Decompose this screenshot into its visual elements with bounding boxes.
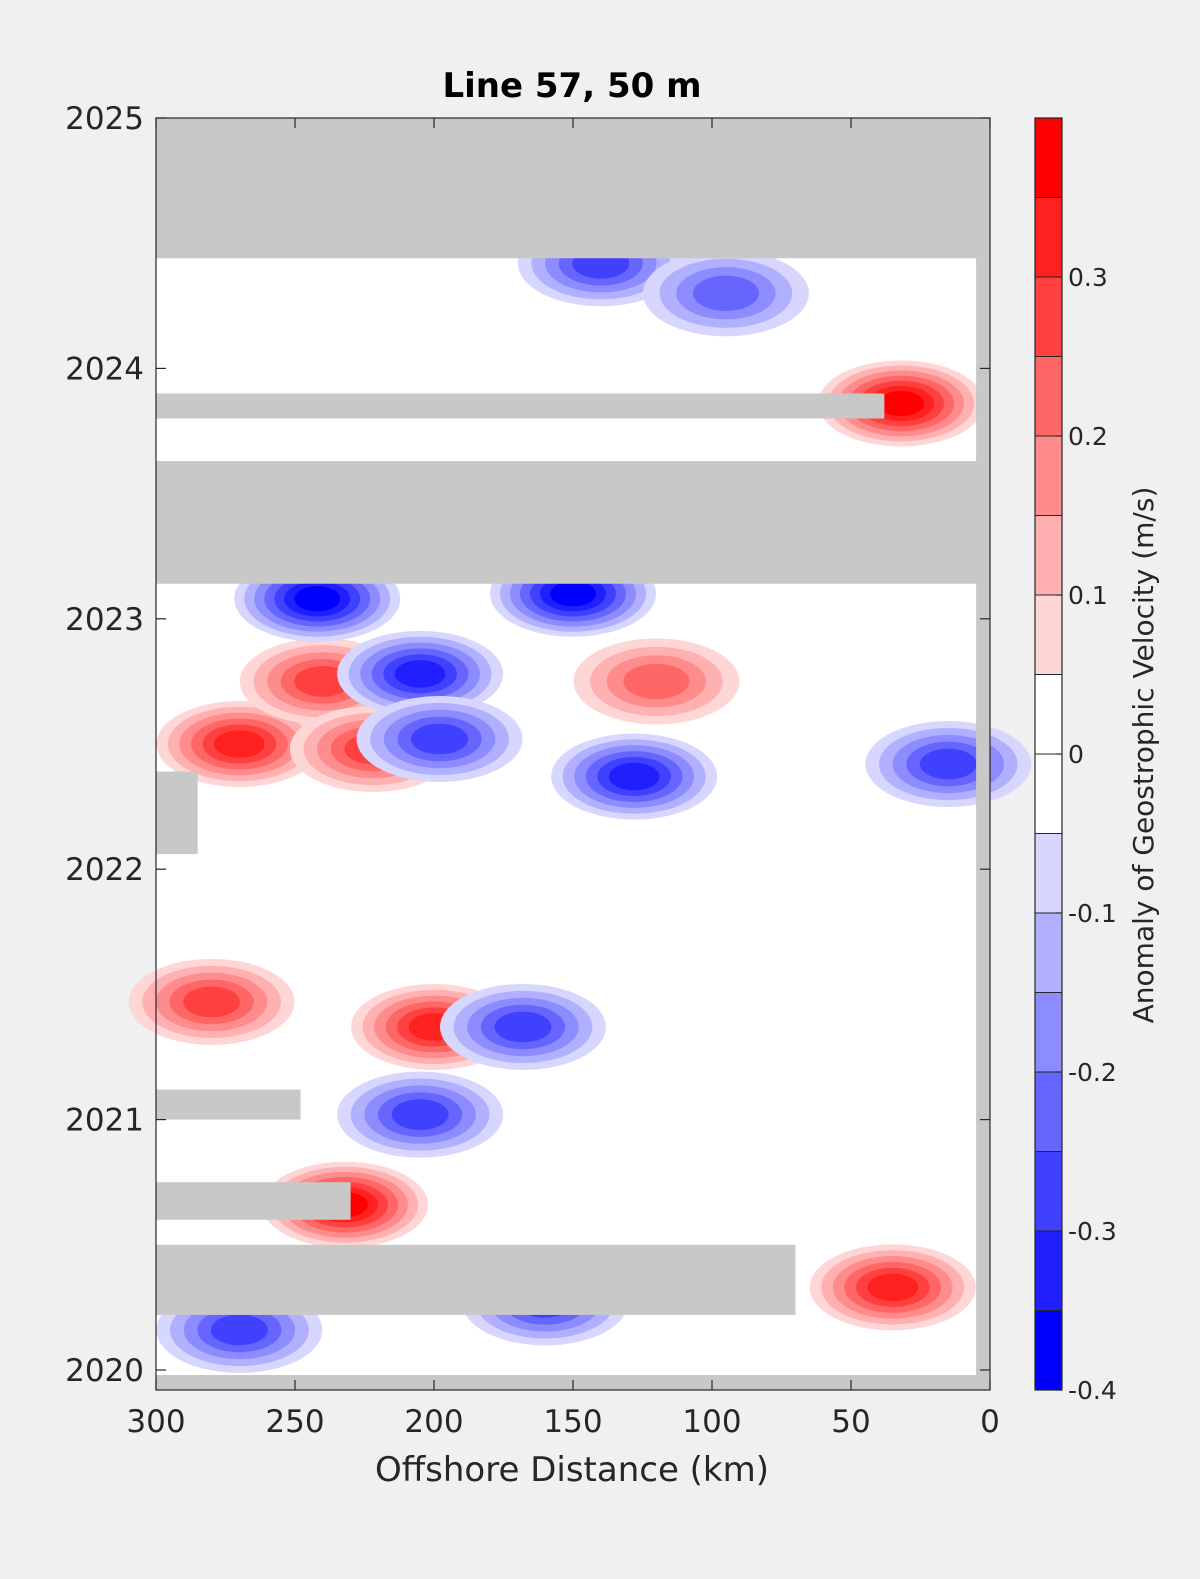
x-tick-label: 0 [980,1404,1000,1440]
colorbar-segment [1035,436,1062,516]
contour-level [867,1273,919,1302]
colorbar-segment [1035,197,1062,277]
anomaly-feature [642,250,809,337]
y-tick-label: 2023 [65,602,144,638]
contour-level [623,663,690,700]
contour-level [294,586,341,612]
x-tick-label: 100 [682,1404,741,1440]
chart-title: Line 57, 50 m [442,66,701,106]
contour-level [394,660,446,688]
contour-level [550,581,596,607]
anomaly-feature [337,1071,504,1158]
missing-data-band [156,393,885,419]
colorbar-tick-label: -0.4 [1068,1376,1117,1405]
anomaly-feature [818,360,985,447]
missing-data-edge [976,118,990,1390]
colorbar-segment [1035,356,1062,436]
contour-level [494,1011,552,1043]
colorbar-segment [1035,992,1062,1072]
axes: 300 250 200 150 100 50 0 2020 2021 2022 2023 2024 20… [65,101,1000,1440]
anomaly-feature [809,1244,976,1331]
colorbar-segment [1035,674,1062,754]
x-axis-label: Offshore Distance (km) [375,1450,769,1490]
colorbar-segment [1035,833,1062,913]
colorbar-segment [1035,1231,1062,1311]
colorbar-segment [1035,1151,1062,1231]
colorbar-tick-label: 0.1 [1068,581,1108,610]
contour-level [214,730,265,758]
colorbar-tick-label: 0 [1068,740,1084,769]
y-tick-label: 2022 [65,852,144,888]
colorbar-tick-label: -0.2 [1068,1058,1117,1087]
anomaly-feature [356,695,523,782]
contour-level [183,986,241,1018]
y-tick-label: 2024 [65,351,144,387]
colorbar-segment [1035,277,1062,357]
x-tick-label: 200 [404,1404,463,1440]
colorbar-segment [1035,1310,1062,1390]
anomaly-feature [439,983,606,1070]
missing-data-band [156,771,198,855]
plot-area [128,118,1032,1390]
colorbar-segment [1035,595,1062,675]
colorbar-tick-label: 0.2 [1068,422,1108,451]
x-tick-label: 150 [543,1404,602,1440]
missing-data-band [156,118,990,259]
anomaly-feature [865,721,1032,808]
contour-level [294,666,352,697]
y-tick-label: 2025 [65,101,144,137]
contour-level [878,390,925,417]
contour-level [608,762,660,791]
x-tick-label: 250 [265,1404,324,1440]
y-tick-label: 2021 [65,1103,144,1139]
contour-level [210,1314,268,1346]
anomaly-feature [128,958,295,1045]
y-tick-label: 2020 [65,1353,144,1389]
contour-level [391,1099,449,1130]
missing-data-band [156,1244,796,1315]
colorbar: -0.4 -0.3 -0.2 -0.1 0 0.1 0.2 0.3 [1034,117,1117,1405]
colorbar-segment [1035,754,1062,834]
contour-level [692,275,759,311]
x-tick-label: 300 [126,1404,185,1440]
anomaly-feature [337,630,504,717]
anomaly-feature [156,701,323,787]
colorbar-segment [1035,515,1062,595]
missing-data-band [156,1089,301,1120]
missing-data-band [156,1182,351,1220]
contour-level [919,748,977,780]
colorbar-tick-label: -0.3 [1068,1217,1117,1246]
contour-level [411,723,469,755]
missing-data-band [156,461,990,584]
colorbar-label: Anomaly of Geostrophic Velocity (m/s) [1127,487,1160,1024]
colorbar-segment [1035,118,1062,198]
colorbar-tick-label: -0.1 [1068,899,1117,928]
colorbar-segment [1035,913,1062,993]
colorbar-segment [1035,1072,1062,1152]
x-tick-label: 50 [831,1404,870,1440]
anomaly-feature [573,638,740,725]
anomaly-feature [551,733,718,820]
colorbar-tick-label: 0.3 [1068,263,1108,292]
